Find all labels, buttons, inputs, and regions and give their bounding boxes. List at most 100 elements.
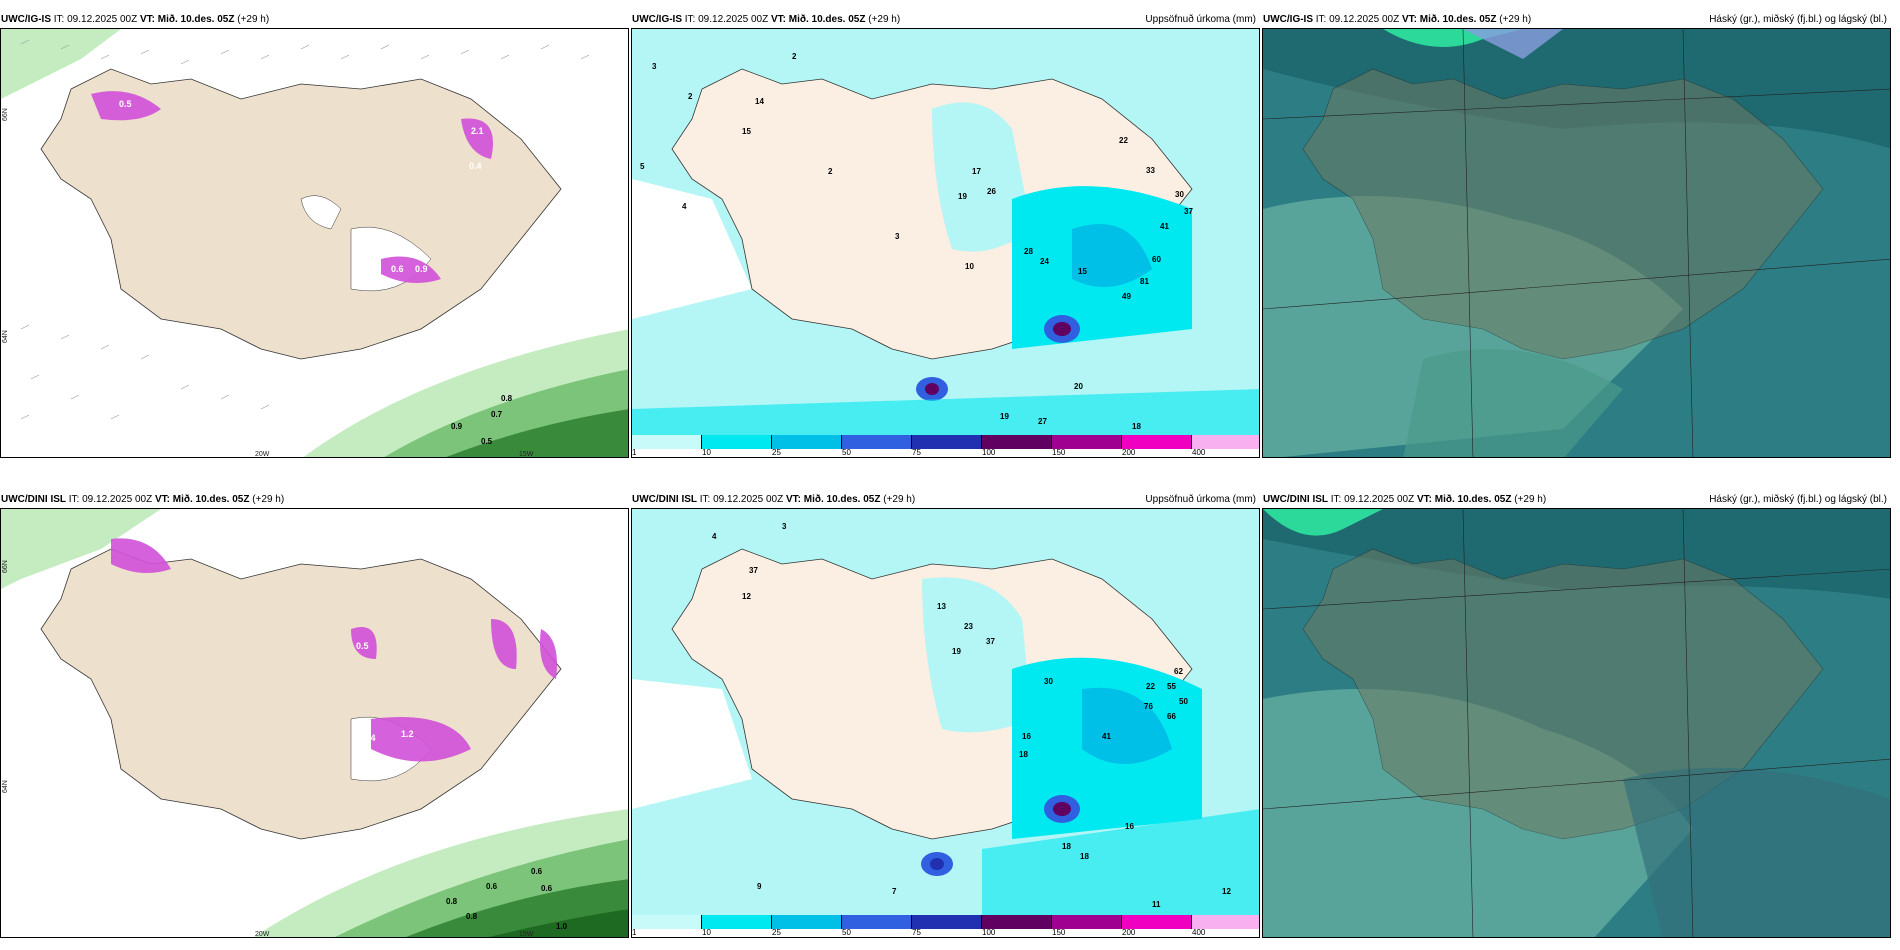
precip-label: 14 bbox=[755, 97, 764, 106]
colorbar-tick: 50 bbox=[842, 928, 851, 937]
precip-label: 60 bbox=[1152, 255, 1161, 264]
precip-label: 3 bbox=[895, 232, 900, 241]
precip-label: 18 bbox=[1080, 852, 1089, 861]
mixed-label: 0.4 bbox=[363, 733, 376, 743]
init-time: 09.12.2025 00Z bbox=[67, 14, 138, 25]
precip-label: 66 bbox=[1167, 712, 1176, 721]
colorbar-swatch bbox=[632, 915, 702, 929]
precip-label: 22 bbox=[1119, 136, 1128, 145]
mixed-label: 0.8 bbox=[501, 394, 513, 403]
precip-colorbar: 1 10 25 50 75 100 150 200 400 bbox=[632, 435, 1259, 457]
precip-label: 24 bbox=[1040, 257, 1049, 266]
precip-label: 15 bbox=[742, 127, 751, 136]
precip-label: 17 bbox=[972, 167, 981, 176]
map-accumulated-precip[interactable]: 3 2 5 4 2 15 14 10 3 2 26 19 17 28 24 15… bbox=[631, 28, 1260, 458]
precip-label: 12 bbox=[1222, 887, 1231, 896]
init-time: 09.12.2025 00Z bbox=[1344, 494, 1415, 505]
lat-label: 66N bbox=[2, 108, 9, 121]
it-label: IT: bbox=[699, 494, 711, 505]
map-cloud-cover[interactable] bbox=[1262, 508, 1891, 938]
valid-time: Mið. 10.des. 05Z bbox=[788, 14, 866, 25]
precip-label: 33 bbox=[1146, 166, 1155, 175]
mixed-label: 0.6 bbox=[541, 884, 553, 893]
model-name: UWC/IG-IS bbox=[1, 14, 51, 25]
precip-label: 15 bbox=[1078, 267, 1087, 276]
precip-label: 16 bbox=[1125, 822, 1134, 831]
vt-label: VT: bbox=[139, 14, 155, 25]
vt-label: VT: bbox=[154, 494, 170, 505]
init-time: 09.12.2025 00Z bbox=[1329, 14, 1400, 25]
lead-time: (+29 h) bbox=[252, 494, 285, 505]
mixed-label: 0.8 bbox=[446, 897, 458, 906]
precip-label: 18 bbox=[1062, 842, 1071, 851]
panel-header: UWC/DINI ISL IT: 09.12.2025 00Z VT: Mið.… bbox=[1262, 492, 1891, 508]
map-wind-precip-type[interactable]: 0.8 0.6 1.2 0.5 0.4 0.6 0.8 0.6 1.0 66N … bbox=[0, 508, 629, 938]
map-cloud-cover[interactable] bbox=[1262, 28, 1891, 458]
mixed-label: 0.6 bbox=[486, 882, 498, 891]
mixed-label: 2.1 bbox=[471, 126, 484, 136]
colorbar-tick: 75 bbox=[912, 928, 921, 937]
precip-label: 10 bbox=[965, 262, 974, 271]
colorbar-swatch bbox=[1052, 435, 1122, 449]
valid-time: Mið. 10.des. 05Z bbox=[1434, 494, 1512, 505]
mixed-label: 0.4 bbox=[469, 161, 482, 171]
precip-label: 2 bbox=[828, 167, 833, 176]
panel-title: Háský (gr.), miðský (fj.bl.) og lágský (… bbox=[1709, 494, 1887, 505]
precip-label: 22 bbox=[1146, 682, 1155, 691]
panel-header: UWC/DINI ISL IT: 09.12.2025 00Z VT: Mið.… bbox=[0, 492, 629, 508]
panel-bottom-right: UWC/DINI ISL IT: 09.12.2025 00Z VT: Mið.… bbox=[1262, 492, 1891, 938]
valid-time: Mið. 10.des. 05Z bbox=[803, 494, 881, 505]
mixed-label: 0.6 bbox=[531, 867, 543, 876]
mixed-label: 1.2 bbox=[401, 729, 414, 739]
model-name: UWC/DINI ISL bbox=[1, 494, 66, 505]
panel-title: Uppsöfnuð úrkoma (mm) bbox=[1145, 14, 1256, 25]
panel-header: UWC/IG-IS IT: 09.12.2025 00Z VT: Mið. 10… bbox=[1262, 12, 1891, 28]
colorbar-swatch bbox=[1052, 915, 1122, 929]
lon-label: 15W bbox=[519, 451, 534, 458]
it-label: IT: bbox=[53, 14, 65, 25]
precip-label: 37 bbox=[749, 566, 758, 575]
colorbar-tick: 100 bbox=[982, 928, 996, 937]
lon-label: 20W bbox=[255, 451, 270, 458]
map-accumulated-precip[interactable]: 4 3 37 12 13 23 19 37 30 16 18 41 62 76 … bbox=[631, 508, 1260, 938]
precip-label: 18 bbox=[1132, 422, 1141, 431]
mixed-label: 0.7 bbox=[491, 410, 503, 419]
precip-label: 3 bbox=[782, 522, 787, 531]
precip-label: 49 bbox=[1122, 292, 1131, 301]
precip-label: 50 bbox=[1179, 697, 1188, 706]
model-name: UWC/IG-IS bbox=[632, 14, 682, 25]
precip-label: 19 bbox=[1000, 412, 1009, 421]
map-wind-precip-type[interactable]: 0.5 0.6 0.9 2.1 0.4 0.9 0.7 0.8 0.5 66N … bbox=[0, 28, 629, 458]
valid-time: Mið. 10.des. 05Z bbox=[172, 494, 250, 505]
precip-label: 19 bbox=[958, 192, 967, 201]
panel-title: Uppsöfnuð úrkoma (mm) bbox=[1145, 494, 1256, 505]
panel-top-right: UWC/IG-IS IT: 09.12.2025 00Z VT: Mið. 10… bbox=[1262, 12, 1891, 458]
panel-header: UWC/IG-IS IT: 09.12.2025 00Z VT: Mið. 10… bbox=[631, 12, 1260, 28]
init-time: 09.12.2025 00Z bbox=[713, 494, 784, 505]
colorbar-tick: 200 bbox=[1122, 448, 1136, 457]
colorbar-swatch bbox=[912, 435, 982, 449]
precip-label: 30 bbox=[1175, 190, 1184, 199]
colorbar-tick: 100 bbox=[982, 448, 996, 457]
model-name: UWC/DINI ISL bbox=[1263, 494, 1328, 505]
lon-label: 20W bbox=[255, 931, 270, 938]
panel-header: UWC/DINI ISL IT: 09.12.2025 00Z VT: Mið.… bbox=[631, 492, 1260, 508]
lead-time: (+29 h) bbox=[868, 14, 901, 25]
colorbar-swatch bbox=[772, 915, 842, 929]
panel-bottom-middle: UWC/DINI ISL IT: 09.12.2025 00Z VT: Mið.… bbox=[631, 492, 1260, 938]
mixed-label: 1.0 bbox=[556, 922, 568, 931]
valid-time: Mið. 10.des. 05Z bbox=[157, 14, 235, 25]
mixed-label: 0.9 bbox=[415, 264, 428, 274]
vt-label: VT: bbox=[785, 494, 801, 505]
colorbar-swatch bbox=[912, 915, 982, 929]
panel-header: UWC/IG-IS IT: 09.12.2025 00Z VT: Mið. 10… bbox=[0, 12, 629, 28]
colorbar-tick: 400 bbox=[1192, 448, 1206, 457]
colorbar-swatch bbox=[982, 435, 1052, 449]
colorbar-tick: 10 bbox=[702, 448, 711, 457]
colorbar-tick: 25 bbox=[772, 448, 781, 457]
lat-label: 64N bbox=[2, 330, 9, 343]
panel-title: Háský (gr.), miðský (fj.bl.) og lágský (… bbox=[1709, 14, 1887, 25]
init-time: 09.12.2025 00Z bbox=[698, 14, 769, 25]
precip-label: 20 bbox=[1074, 382, 1083, 391]
model-name: UWC/IG-IS bbox=[1263, 14, 1313, 25]
